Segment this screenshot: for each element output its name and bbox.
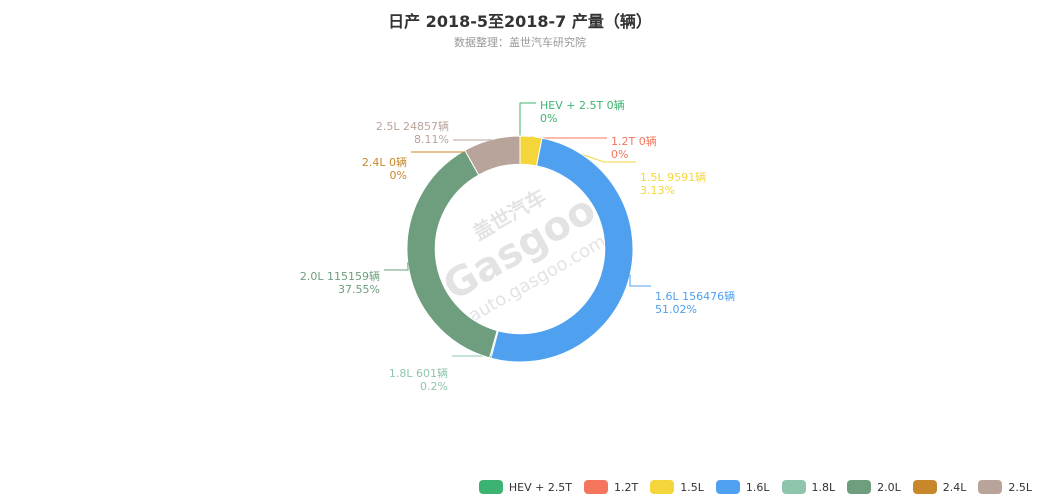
legend-label: 1.6L (745, 480, 770, 494)
legend-swatch (478, 480, 503, 494)
legend-swatch (781, 480, 806, 494)
leader-line-1-6l (629, 274, 651, 287)
data-label-2-0l: 2.0L 115159辆 37.55% (300, 269, 380, 296)
legend-item-2-5l[interactable]: 2.5L (978, 480, 1032, 494)
legend-item-2-0l[interactable]: 2.0L (847, 480, 901, 494)
legend-label: 1.8L (811, 480, 836, 494)
legend-swatch (978, 480, 1003, 494)
leader-line-1-8l (452, 355, 492, 359)
legend-item-hev-2-5t[interactable]: HEV + 2.5T (478, 480, 573, 494)
legend-label: 1.2T (614, 480, 639, 494)
slice-1-6l[interactable] (490, 137, 634, 363)
legend-label: 2.4L (942, 480, 967, 494)
data-label-2-5l: 2.5L 24857辆 8.11% (376, 119, 449, 146)
legend-swatch (650, 480, 675, 494)
data-label-1-5l: 1.5L 9591辆 3.13% (640, 170, 706, 197)
leader-line-hev-2-5t (519, 102, 536, 136)
data-label-hev-2-5t: HEV + 2.5T 0辆 0% (540, 98, 625, 125)
legend-swatch (584, 480, 609, 494)
legend-item-1-5l[interactable]: 1.5L (650, 480, 704, 494)
legend-item-2-4l[interactable]: 2.4L (912, 480, 967, 494)
legend-swatch (912, 480, 937, 494)
legend-item-1-8l[interactable]: 1.8L (781, 480, 836, 494)
legend-label: 2.5L (1008, 480, 1032, 494)
legend-swatch (715, 480, 740, 494)
chart-title: 日产 2018-5至2018-7 产量（辆） (388, 12, 652, 31)
legend-label: 2.0L (877, 480, 901, 494)
leader-line-2-0l (384, 262, 409, 271)
slice-2-5l[interactable] (464, 135, 521, 176)
legend-swatch (847, 480, 872, 494)
legend-item-1-6l[interactable]: 1.6L (715, 480, 770, 494)
chart-subtitle: 数据整理：盖世汽车研究院 (454, 36, 586, 49)
data-label-1-2t: 1.2T 0辆 0% (611, 134, 657, 161)
data-label-1-8l: 1.8L 601辆 0.2% (389, 366, 448, 393)
data-label-1-6l: 1.6L 156476辆 51.02% (655, 289, 735, 316)
legend-item-1-2t[interactable]: 1.2T (584, 480, 638, 494)
legend-label: HEV + 2.5T (508, 480, 573, 494)
legend-label: 1.5L (680, 480, 704, 494)
chart-legend: HEV + 2.5T 1.2T 1.5L 1.6L 1.8L 2.0L 2.4L 2.5L (478, 478, 1032, 496)
data-label-2-4l: 2.4L 0辆 0% (362, 155, 407, 182)
leader-line-2-4l (411, 149, 469, 153)
